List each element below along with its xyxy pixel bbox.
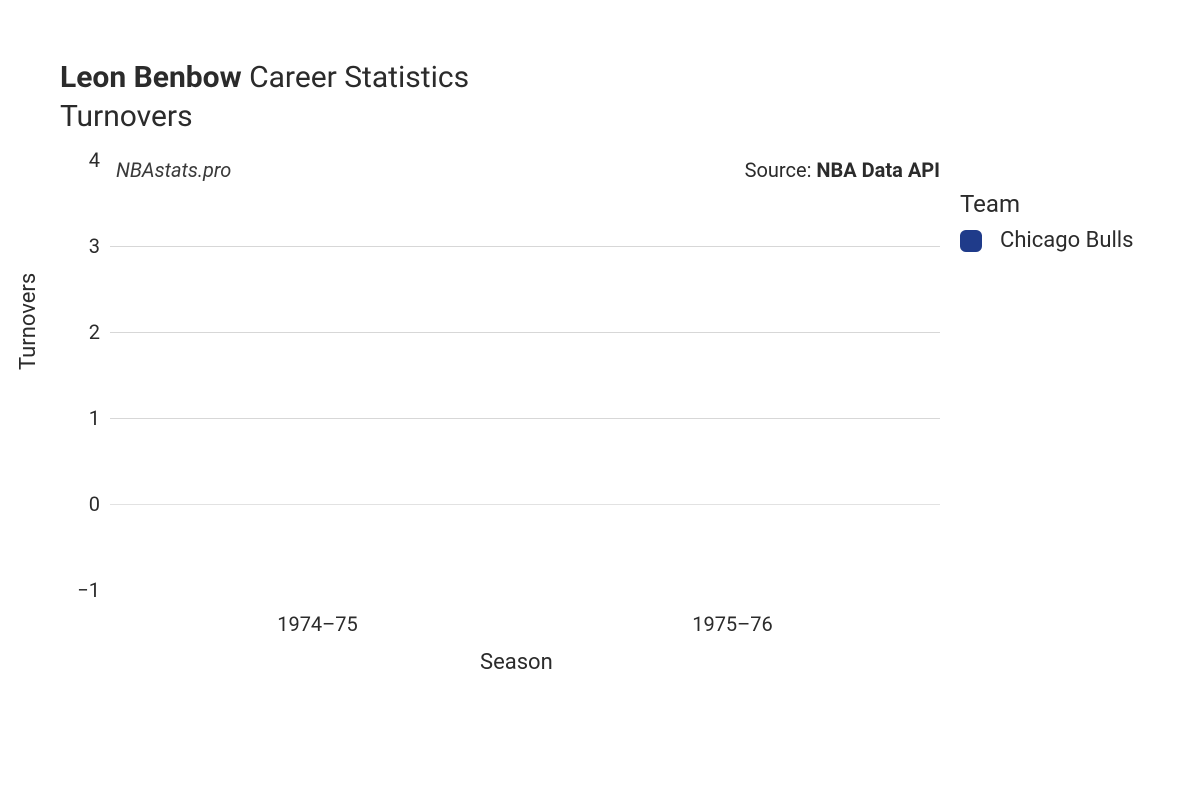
legend-label: Chicago Bulls: [1000, 228, 1134, 253]
legend-swatch: [960, 230, 982, 252]
chart-title: Leon Benbow Career Statistics: [60, 60, 1160, 95]
y-axis-title: Turnovers: [16, 273, 41, 370]
legend-title: Team: [960, 190, 1134, 218]
x-tick-label: 1975–76: [692, 612, 773, 636]
legend-item: Chicago Bulls: [960, 228, 1134, 253]
y-tick-label: 1: [70, 406, 100, 430]
grid-line: [110, 504, 940, 505]
source-label: Source: NBA Data API: [745, 158, 940, 182]
grid-line: [110, 418, 940, 419]
y-tick-label: −1: [70, 578, 100, 602]
legend: Team Chicago Bulls: [960, 190, 1134, 253]
grid-line: [110, 246, 940, 247]
x-axis-title: Season: [480, 650, 553, 675]
title-player: Leon Benbow: [60, 60, 242, 95]
source-name: NBA Data API: [816, 158, 940, 182]
y-tick-label: 0: [70, 492, 100, 516]
y-tick-label: 2: [70, 320, 100, 344]
y-tick-label: 4: [70, 148, 100, 172]
grid-line: [110, 332, 940, 333]
source-prefix: Source:: [745, 158, 817, 182]
y-tick-label: 3: [70, 234, 100, 258]
x-tick-label: 1974–75: [277, 612, 358, 636]
watermark: NBAstats.pro: [116, 158, 231, 182]
plot-area: NBAstats.pro Source: NBA Data API −10123…: [110, 160, 940, 590]
title-rest: Career Statistics: [242, 60, 469, 95]
chart-subtitle: Turnovers: [60, 99, 1160, 134]
